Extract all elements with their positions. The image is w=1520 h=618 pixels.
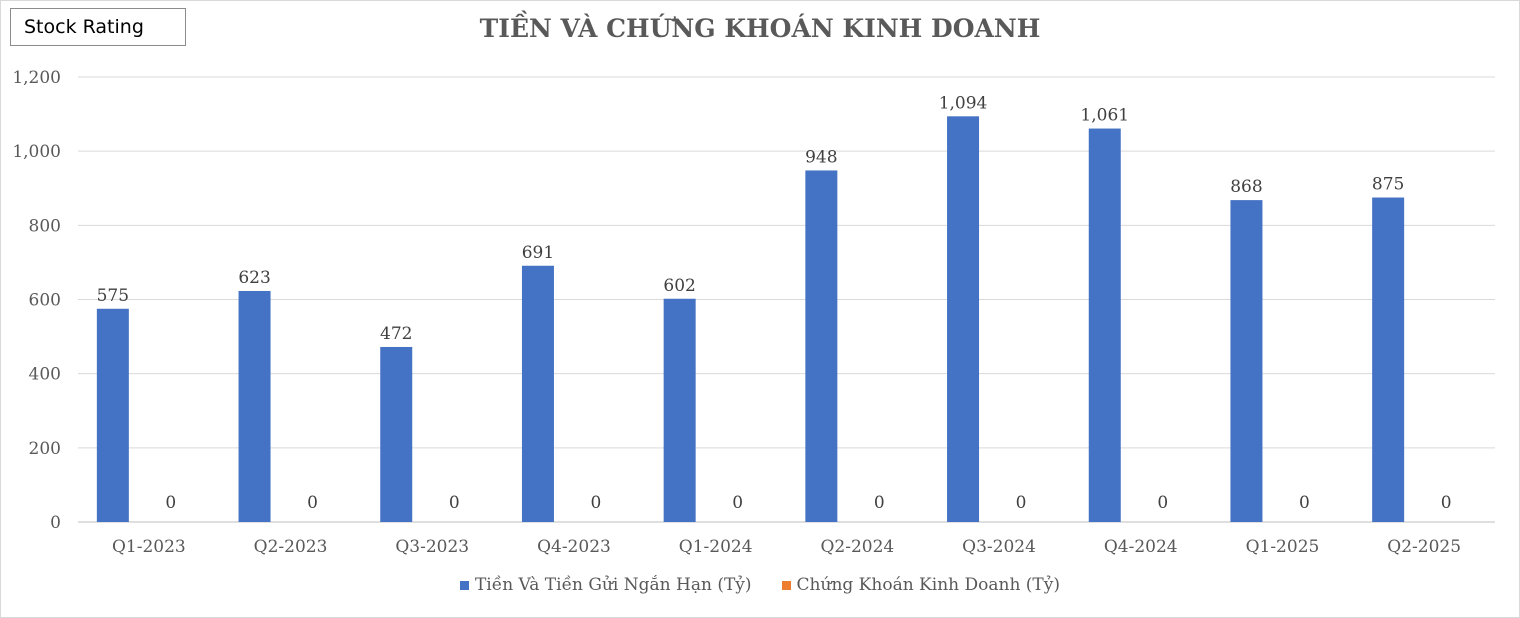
x-tick-label: Q1-2024 [679, 537, 753, 557]
bar-cash [1088, 128, 1121, 522]
data-label-securities: 0 [1157, 493, 1168, 513]
data-label-securities: 0 [1299, 493, 1310, 513]
bar-cash [805, 170, 838, 522]
y-tick-label: 0 [50, 513, 61, 533]
data-label-cash: 602 [663, 276, 695, 296]
y-tick-label: 400 [29, 365, 61, 385]
legend-swatch-securities [781, 580, 791, 590]
y-tick-label: 800 [29, 216, 61, 236]
bar-cash [521, 265, 554, 522]
data-label-cash: 1,061 [1080, 106, 1129, 126]
bar-cash [380, 346, 413, 522]
bar-cash [663, 298, 696, 522]
data-label-securities: 0 [874, 493, 885, 513]
chart-legend: Tiền Và Tiền Gửi Ngắn Hạn (Tỷ) Chứng Kho… [0, 575, 1520, 595]
legend-item-cash: Tiền Và Tiền Gửi Ngắn Hạn (Tỷ) [459, 575, 752, 595]
data-label-cash: 875 [1372, 175, 1404, 195]
legend-swatch-cash [459, 580, 469, 590]
data-label-securities: 0 [732, 493, 743, 513]
data-label-securities: 0 [165, 493, 176, 513]
x-tick-label: Q2-2023 [254, 537, 328, 557]
x-tick-label: Q1-2025 [1246, 537, 1320, 557]
data-label-cash: 472 [380, 324, 412, 344]
x-tick-label: Q2-2024 [820, 537, 894, 557]
y-tick-label: 600 [29, 291, 61, 311]
x-tick-label: Q3-2024 [962, 537, 1036, 557]
chart-title: TIỀN VÀ CHỨNG KHOÁN KINH DOANH [479, 14, 1041, 43]
bar-cash [947, 116, 980, 522]
data-label-securities: 0 [1016, 493, 1027, 513]
data-label-securities: 0 [449, 493, 460, 513]
y-tick-label: 1,200 [12, 68, 61, 88]
x-tick-label: Q1-2023 [112, 537, 186, 557]
bar-cash [96, 308, 129, 522]
data-label-cash: 948 [805, 147, 837, 167]
data-label-cash: 623 [238, 268, 270, 288]
bar-cash [1372, 197, 1405, 523]
legend-item-securities: Chứng Khoán Kinh Doanh (Tỷ) [781, 575, 1061, 595]
x-tick-label: Q3-2023 [395, 537, 469, 557]
x-tick-label: Q2-2025 [1387, 537, 1461, 557]
legend-label-cash: Tiền Và Tiền Gửi Ngắn Hạn (Tỷ) [474, 575, 752, 595]
data-label-securities: 0 [307, 493, 318, 513]
data-label-cash: 1,094 [939, 93, 988, 113]
data-label-securities: 0 [1441, 493, 1452, 513]
data-label-cash: 575 [97, 286, 129, 306]
data-label-securities: 0 [591, 493, 602, 513]
y-tick-label: 200 [29, 439, 61, 459]
bar-cash [238, 290, 271, 522]
y-tick-label: 1,000 [12, 142, 61, 162]
x-tick-label: Q4-2023 [537, 537, 611, 557]
data-label-cash: 691 [522, 243, 554, 263]
stock-rating-badge: Stock Rating [10, 8, 186, 46]
legend-label-securities: Chứng Khoán Kinh Doanh (Tỷ) [796, 575, 1061, 595]
data-label-cash: 868 [1230, 177, 1262, 197]
x-tick-label: Q4-2024 [1104, 537, 1178, 557]
bar-cash [1230, 200, 1263, 522]
